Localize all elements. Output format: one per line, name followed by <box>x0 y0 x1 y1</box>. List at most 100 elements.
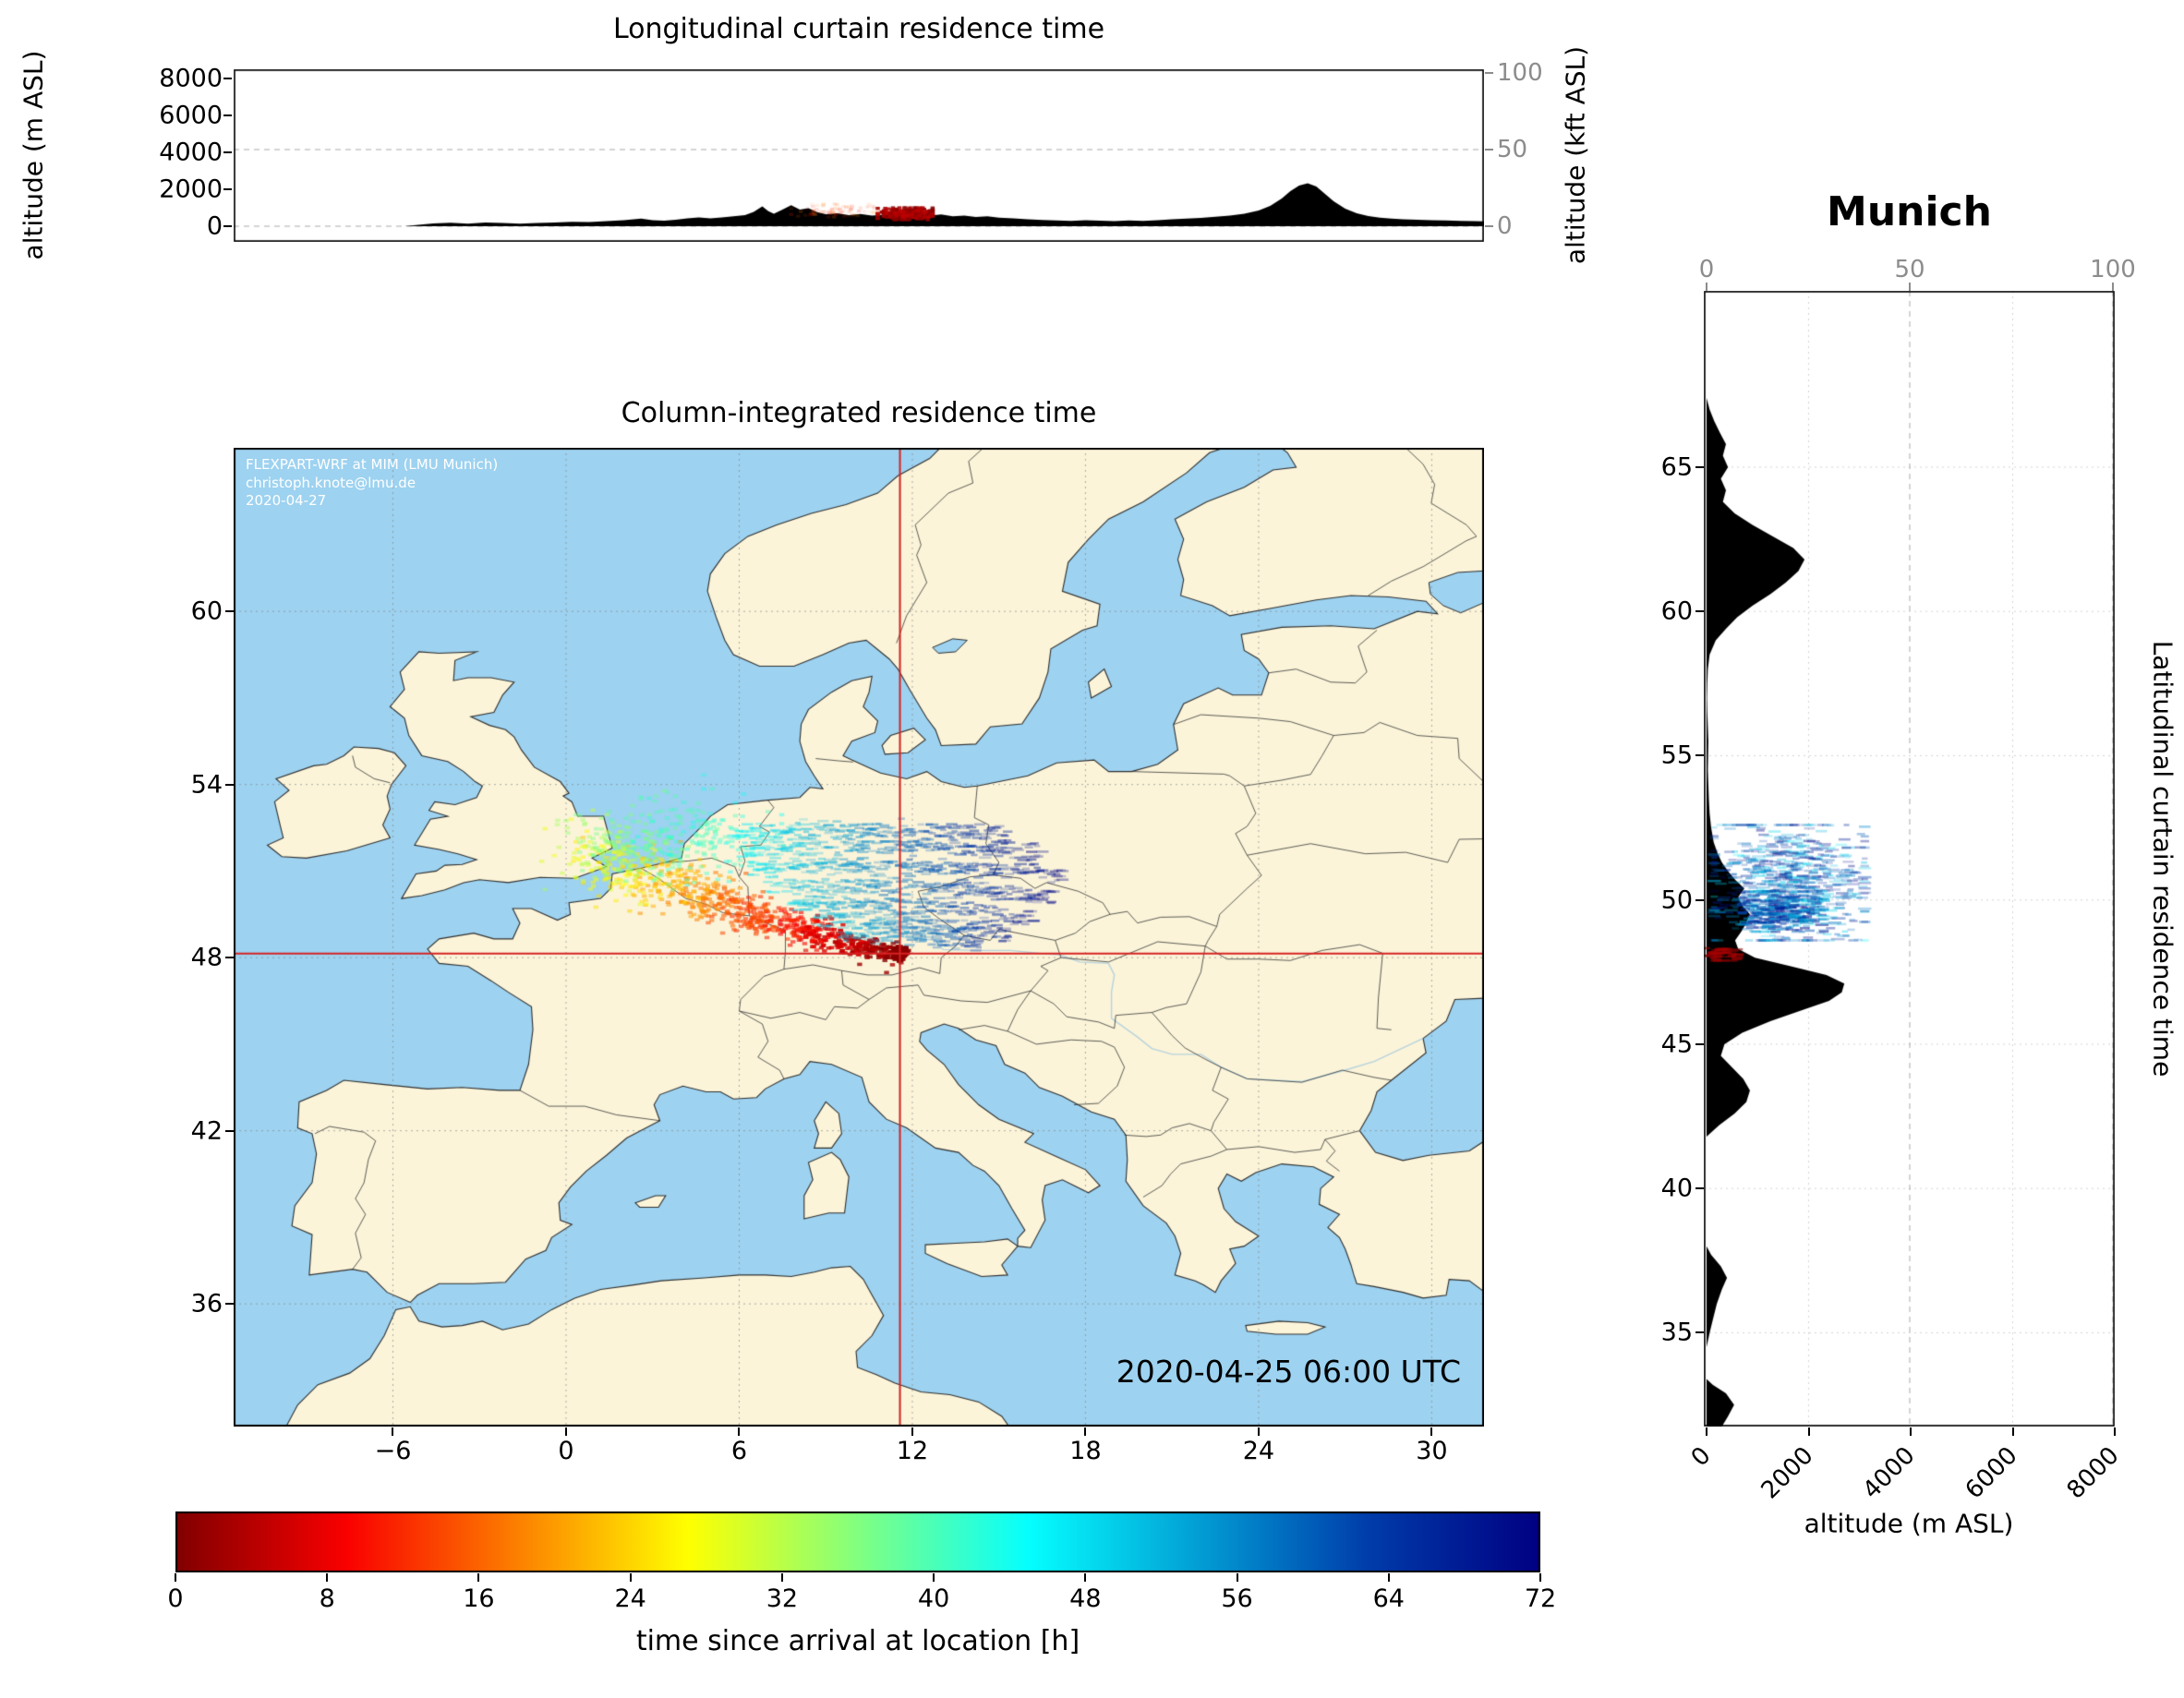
map-lat-tick <box>225 610 234 613</box>
colorbar-tick <box>933 1573 935 1582</box>
map-title: Column-integrated residence time <box>621 397 1097 429</box>
right-lat-tick <box>1695 1187 1704 1190</box>
map-lat-tick-label: 48 <box>190 943 223 972</box>
right-kft-tick <box>2112 283 2114 291</box>
colorbar-tick-label: 48 <box>1069 1584 1102 1613</box>
right-kft-tick-label: 50 <box>1894 256 1925 283</box>
map-lat-tick-label: 54 <box>190 770 223 800</box>
colorbar-tick-label: 56 <box>1221 1584 1253 1613</box>
longitudinal-curtain-title: Longitudinal curtain residence time <box>612 13 1105 45</box>
right-alt-tick-label: 6000 <box>1960 1441 2023 1505</box>
right-kft-tick-label: 0 <box>1698 256 1715 283</box>
top-y-tick <box>223 188 232 190</box>
right-alt-tick <box>2114 1427 2116 1436</box>
colorbar-tick <box>326 1573 329 1582</box>
top-y-tick <box>223 78 232 79</box>
colorbar-label: time since arrival at location [h] <box>635 1625 1080 1657</box>
map-lon-tick <box>1084 1427 1087 1436</box>
right-alt-tick <box>1910 1427 1912 1436</box>
map-lat-tick-label: 36 <box>190 1289 223 1319</box>
map-lon-tick-label: 30 <box>1416 1437 1448 1465</box>
map-lat-tick <box>225 957 234 959</box>
colorbar-tick-label: 40 <box>917 1584 950 1613</box>
right-lat-tick <box>1695 610 1704 613</box>
map-lon-tick-label: 18 <box>1069 1437 1102 1465</box>
top-kft-tick <box>1485 72 1493 74</box>
colorbar-tick <box>780 1573 783 1582</box>
map-lon-tick <box>911 1427 913 1436</box>
map-lon-tick-label: 24 <box>1242 1437 1275 1465</box>
location-label: Munich <box>1827 188 1992 235</box>
top-kft-tick <box>1485 149 1493 151</box>
right-lat-tick-label: 45 <box>1660 1030 1693 1059</box>
map-lon-tick-label: −6 <box>374 1437 412 1465</box>
right-alt-tick <box>1807 1427 1810 1436</box>
colorbar-tick <box>629 1573 632 1582</box>
right-lat-tick <box>1695 898 1704 901</box>
colorbar-tick <box>477 1573 480 1582</box>
map-lat-tick <box>225 1129 234 1132</box>
column-integrated-map <box>234 448 1484 1427</box>
longitudinal-curtain-plot <box>234 69 1484 242</box>
map-lon-tick <box>738 1427 741 1436</box>
map-lon-tick <box>564 1427 567 1436</box>
colorbar-tick <box>1387 1573 1390 1582</box>
right-lat-tick-label: 55 <box>1660 741 1693 770</box>
map-lat-tick <box>225 1303 234 1306</box>
top-y-tick-label: 8000 <box>159 64 223 93</box>
map-lon-tick <box>1430 1427 1433 1436</box>
right-lat-tick-label: 50 <box>1660 885 1693 915</box>
map-lon-tick-label: 6 <box>730 1437 748 1465</box>
map-attribution: FLEXPART-WRF at MIM (LMU Munich) christo… <box>246 456 498 511</box>
top-y-tick-label: 4000 <box>159 138 223 167</box>
right-kft-tick <box>1909 283 1911 291</box>
right-lat-tick <box>1695 1331 1704 1334</box>
colorbar-tick <box>1236 1573 1238 1582</box>
right-lat-tick-label: 65 <box>1660 452 1693 482</box>
right-lat-tick-label: 35 <box>1660 1318 1693 1347</box>
map-lon-tick <box>392 1427 394 1436</box>
latitudinal-curtain-title: Latitudinal curtain residence time <box>2147 640 2178 1078</box>
top-ylabel-left: altitude (m ASL) <box>18 50 49 260</box>
right-kft-tick-label: 100 <box>2090 256 2136 283</box>
right-alt-tick-label: 0 <box>1685 1441 1717 1473</box>
map-lat-tick-label: 42 <box>190 1116 223 1146</box>
colorbar-tick-label: 8 <box>319 1584 335 1613</box>
top-y-tick-label: 6000 <box>159 101 223 130</box>
right-lat-tick <box>1695 754 1704 757</box>
map-lon-tick-label: 12 <box>896 1437 929 1465</box>
colorbar-tick-label: 72 <box>1524 1584 1557 1613</box>
colorbar-tick-label: 32 <box>766 1584 799 1613</box>
right-lat-tick-label: 40 <box>1660 1174 1693 1203</box>
colorbar-gradient <box>175 1511 1540 1572</box>
map-lon-tick <box>1257 1427 1260 1436</box>
top-y-tick-label: 2000 <box>159 175 223 204</box>
top-kft-tick-label: 0 <box>1497 212 1513 240</box>
top-ylabel-right: altitude (kft ASL) <box>1560 45 1591 265</box>
top-y-tick <box>223 114 232 116</box>
top-kft-tick-label: 100 <box>1497 59 1543 87</box>
map-lat-tick <box>225 783 234 786</box>
attribution-line3: 2020-04-27 <box>246 492 327 509</box>
right-lat-tick-label: 60 <box>1660 596 1693 626</box>
right-panel-xlabel: altitude (m ASL) <box>1804 1508 2014 1539</box>
right-lat-tick <box>1695 465 1704 468</box>
right-kft-tick <box>1706 283 1707 291</box>
colorbar-tick <box>1539 1573 1541 1582</box>
colorbar-tick <box>175 1573 176 1582</box>
right-alt-tick-label: 2000 <box>1756 1441 1819 1505</box>
right-lat-tick <box>1695 1042 1704 1045</box>
right-alt-tick <box>1706 1427 1707 1436</box>
top-kft-tick <box>1485 225 1493 227</box>
right-alt-tick-label: 4000 <box>1857 1441 1921 1505</box>
colorbar-tick-label: 24 <box>614 1584 646 1613</box>
latitudinal-curtain-plot <box>1704 291 2115 1427</box>
right-alt-tick-label: 8000 <box>2061 1441 2125 1505</box>
right-alt-tick <box>2011 1427 2014 1436</box>
top-kft-tick-label: 50 <box>1497 136 1528 163</box>
attribution-line1: FLEXPART-WRF at MIM (LMU Munich) <box>246 456 499 473</box>
colorbar-tick-label: 16 <box>463 1584 495 1613</box>
map-lat-tick-label: 60 <box>190 596 223 626</box>
colorbar-tick-label: 64 <box>1372 1584 1405 1613</box>
